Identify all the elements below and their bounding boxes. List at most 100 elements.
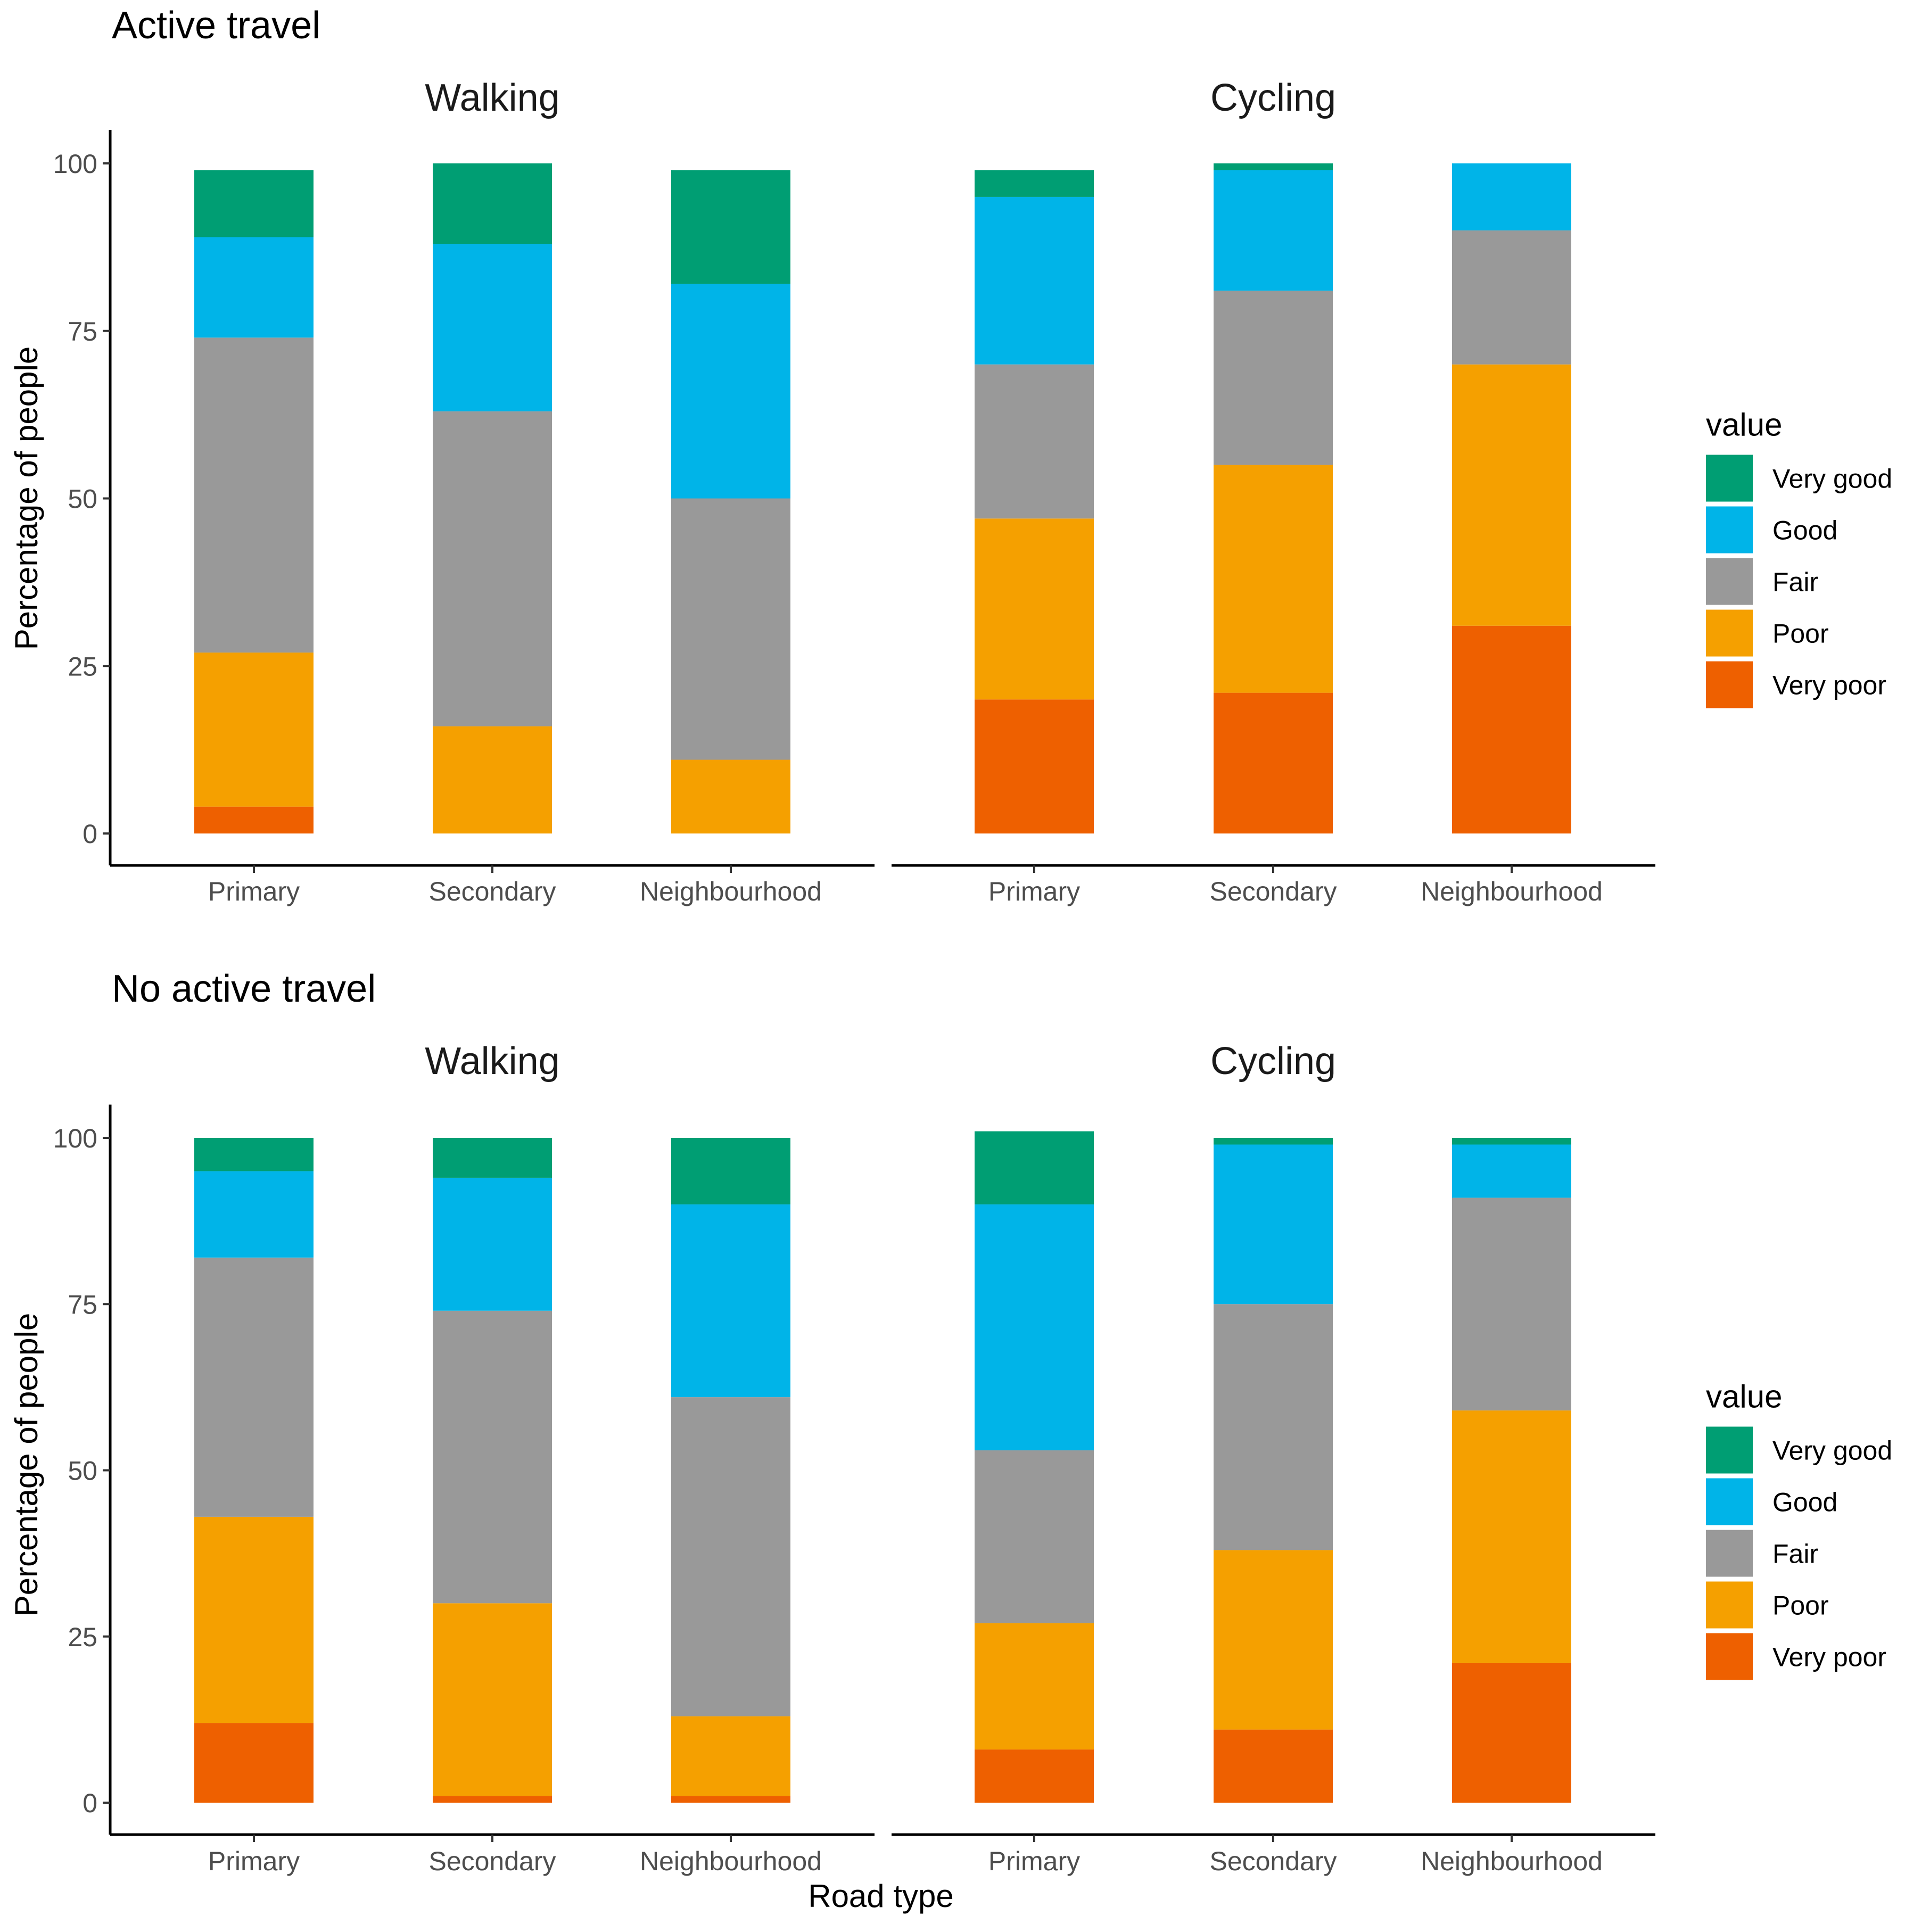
bar-segment-no-active-travel-cycling-neighbourhood-poor [1452,1410,1571,1663]
panel-title-active-travel: Active travel [112,4,320,47]
bar-segment-no-active-travel-cycling-neighbourhood-very-poor [1452,1663,1571,1803]
legend-key-no-active-travel-very-good [1706,1426,1753,1474]
y-tick-label-active-travel-100: 100 [53,149,97,179]
x-tick-label-active-travel-cycling-primary: Primary [988,877,1080,906]
bar-segment-active-travel-cycling-primary-good [975,196,1094,365]
y-tick-label-active-travel-50: 50 [68,484,97,514]
bar-segment-active-travel-cycling-primary-fair [975,364,1094,519]
bar-segment-active-travel-cycling-primary-very-poor [975,699,1094,833]
y-axis-title-active-travel: Percentage of people [9,346,44,650]
y-tick-label-active-travel-0: 0 [83,819,97,849]
x-tick-label-active-travel-cycling-secondary: Secondary [1209,877,1337,906]
legend-label-no-active-travel-poor: Poor [1772,1591,1829,1621]
bar-segment-no-active-travel-walking-secondary-very-poor [433,1796,552,1803]
bar-segment-active-travel-walking-neighbourhood-fair [671,498,790,760]
legend-key-active-travel-very-good [1706,455,1753,502]
legend-key-active-travel-poor [1706,609,1753,657]
y-tick-label-no-active-travel-75: 75 [68,1290,97,1319]
legend-label-no-active-travel-very-good: Very good [1772,1436,1892,1466]
bar-segment-no-active-travel-cycling-neighbourhood-fair [1452,1198,1571,1411]
bar-segment-active-travel-cycling-secondary-poor [1214,465,1333,693]
bar-segment-no-active-travel-cycling-primary-very-good [975,1131,1094,1204]
bar-segment-no-active-travel-walking-primary-very-good [194,1138,314,1171]
bar-segment-active-travel-cycling-neighbourhood-very-poor [1452,625,1571,833]
bar-segment-active-travel-walking-primary-very-poor [194,806,314,833]
legend-label-no-active-travel-fair: Fair [1772,1539,1818,1569]
bar-segment-no-active-travel-cycling-neighbourhood-very-good [1452,1138,1571,1145]
legend-label-active-travel-good: Good [1772,516,1837,546]
bar-segment-active-travel-walking-neighbourhood-good [671,284,790,499]
bar-segment-no-active-travel-cycling-primary-poor [975,1623,1094,1750]
y-tick-label-active-travel-75: 75 [68,317,97,346]
bar-segment-active-travel-cycling-neighbourhood-good [1452,163,1571,230]
legend-label-no-active-travel-good: Good [1772,1488,1837,1517]
x-tick-label-active-travel-walking-neighbourhood: Neighbourhood [640,877,822,906]
bar-segment-active-travel-walking-primary-fair [194,337,314,653]
bar-segment-active-travel-cycling-secondary-good [1214,170,1333,291]
bar-segment-no-active-travel-cycling-secondary-very-poor [1214,1729,1333,1803]
bar-segment-active-travel-walking-secondary-fair [433,411,552,726]
facet-active-travel-walking: Walking Primary Secondary Neighbourhood [110,77,875,906]
panel-title-no-active-travel: No active travel [112,968,376,1010]
x-tick-label-no-active-travel-cycling-neighbourhood: Neighbourhood [1421,1846,1603,1876]
x-tick-label-active-travel-walking-primary: Primary [208,877,300,906]
bar-segment-no-active-travel-cycling-primary-very-poor [975,1749,1094,1803]
bar-segment-active-travel-walking-secondary-good [433,244,552,411]
bar-segment-no-active-travel-cycling-secondary-poor [1214,1550,1333,1730]
bar-segment-active-travel-walking-primary-poor [194,653,314,807]
x-axis-title: Road type [808,1878,954,1914]
bar-segment-active-travel-cycling-neighbourhood-fair [1452,230,1571,365]
bar-segment-active-travel-cycling-primary-very-good [975,170,1094,197]
legend-label-no-active-travel-very-poor: Very poor [1772,1642,1886,1672]
y-tick-label-active-travel-25: 25 [68,651,97,681]
legend-title-no-active-travel: value [1706,1379,1782,1415]
legend-key-no-active-travel-good [1706,1478,1753,1525]
x-tick-label-no-active-travel-cycling-secondary: Secondary [1209,1846,1337,1876]
facet-title-no-active-travel-walking: Walking [425,1040,559,1083]
legend-key-active-travel-very-poor [1706,661,1753,708]
panels-layer: Active travel Percentage of people 0 25 50 75… [9,4,1892,1876]
x-tick-label-no-active-travel-cycling-primary: Primary [988,1846,1080,1876]
y-tick-label-no-active-travel-50: 50 [68,1456,97,1486]
bar-segment-no-active-travel-walking-neighbourhood-fair [671,1397,790,1716]
bar-segment-no-active-travel-walking-primary-poor [194,1516,314,1723]
facet-active-travel-cycling: Cycling Primary Secondary Neighbourhood [892,77,1655,906]
bar-segment-active-travel-walking-primary-very-good [194,170,314,237]
x-tick-label-no-active-travel-walking-neighbourhood: Neighbourhood [640,1846,822,1876]
bar-segment-no-active-travel-walking-neighbourhood-good [671,1204,790,1398]
bar-segment-no-active-travel-cycling-secondary-good [1214,1144,1333,1304]
bar-segment-no-active-travel-walking-secondary-very-good [433,1138,552,1178]
legend-key-no-active-travel-very-poor [1706,1633,1753,1680]
legend-label-active-travel-poor: Poor [1772,619,1829,649]
y-tick-label-no-active-travel-100: 100 [53,1124,97,1153]
bar-segment-no-active-travel-walking-primary-good [194,1171,314,1258]
bar-segment-no-active-travel-cycling-primary-good [975,1204,1094,1451]
bar-segment-no-active-travel-walking-secondary-good [433,1177,552,1311]
legend-key-active-travel-fair [1706,558,1753,605]
x-tick-label-active-travel-cycling-neighbourhood: Neighbourhood [1421,877,1603,906]
bar-segment-no-active-travel-cycling-secondary-fair [1214,1304,1333,1550]
panel-active-travel: Active travel Percentage of people 0 25 50 75… [9,4,1892,906]
bar-segment-no-active-travel-walking-primary-very-poor [194,1723,314,1803]
bar-segment-active-travel-cycling-secondary-very-good [1214,163,1333,170]
legend-no-active-travel: value Very good Good Fair Poor Very poor [1706,1379,1892,1680]
bar-segment-no-active-travel-cycling-secondary-very-good [1214,1138,1333,1145]
bar-segment-active-travel-walking-secondary-very-good [433,163,552,244]
bar-segment-no-active-travel-cycling-neighbourhood-good [1452,1144,1571,1198]
bar-segment-active-travel-cycling-primary-poor [975,518,1094,700]
bar-segment-active-travel-walking-secondary-poor [433,726,552,833]
bar-segment-no-active-travel-walking-neighbourhood-very-poor [671,1796,790,1803]
facet-title-active-travel-walking: Walking [425,77,559,119]
bar-segment-active-travel-walking-neighbourhood-poor [671,759,790,833]
bar-segment-no-active-travel-cycling-primary-fair [975,1450,1094,1623]
bar-segment-no-active-travel-walking-primary-fair [194,1257,314,1517]
bar-segment-no-active-travel-walking-neighbourhood-poor [671,1716,790,1796]
legend-title-active-travel: value [1706,407,1782,443]
x-tick-label-active-travel-walking-secondary: Secondary [428,877,556,906]
legend-key-active-travel-good [1706,506,1753,554]
bar-segment-active-travel-cycling-secondary-very-poor [1214,692,1333,833]
y-axis-title-no-active-travel: Percentage of people [9,1313,44,1616]
x-tick-label-no-active-travel-walking-primary: Primary [208,1846,300,1876]
legend-label-active-travel-very-poor: Very poor [1772,671,1886,700]
